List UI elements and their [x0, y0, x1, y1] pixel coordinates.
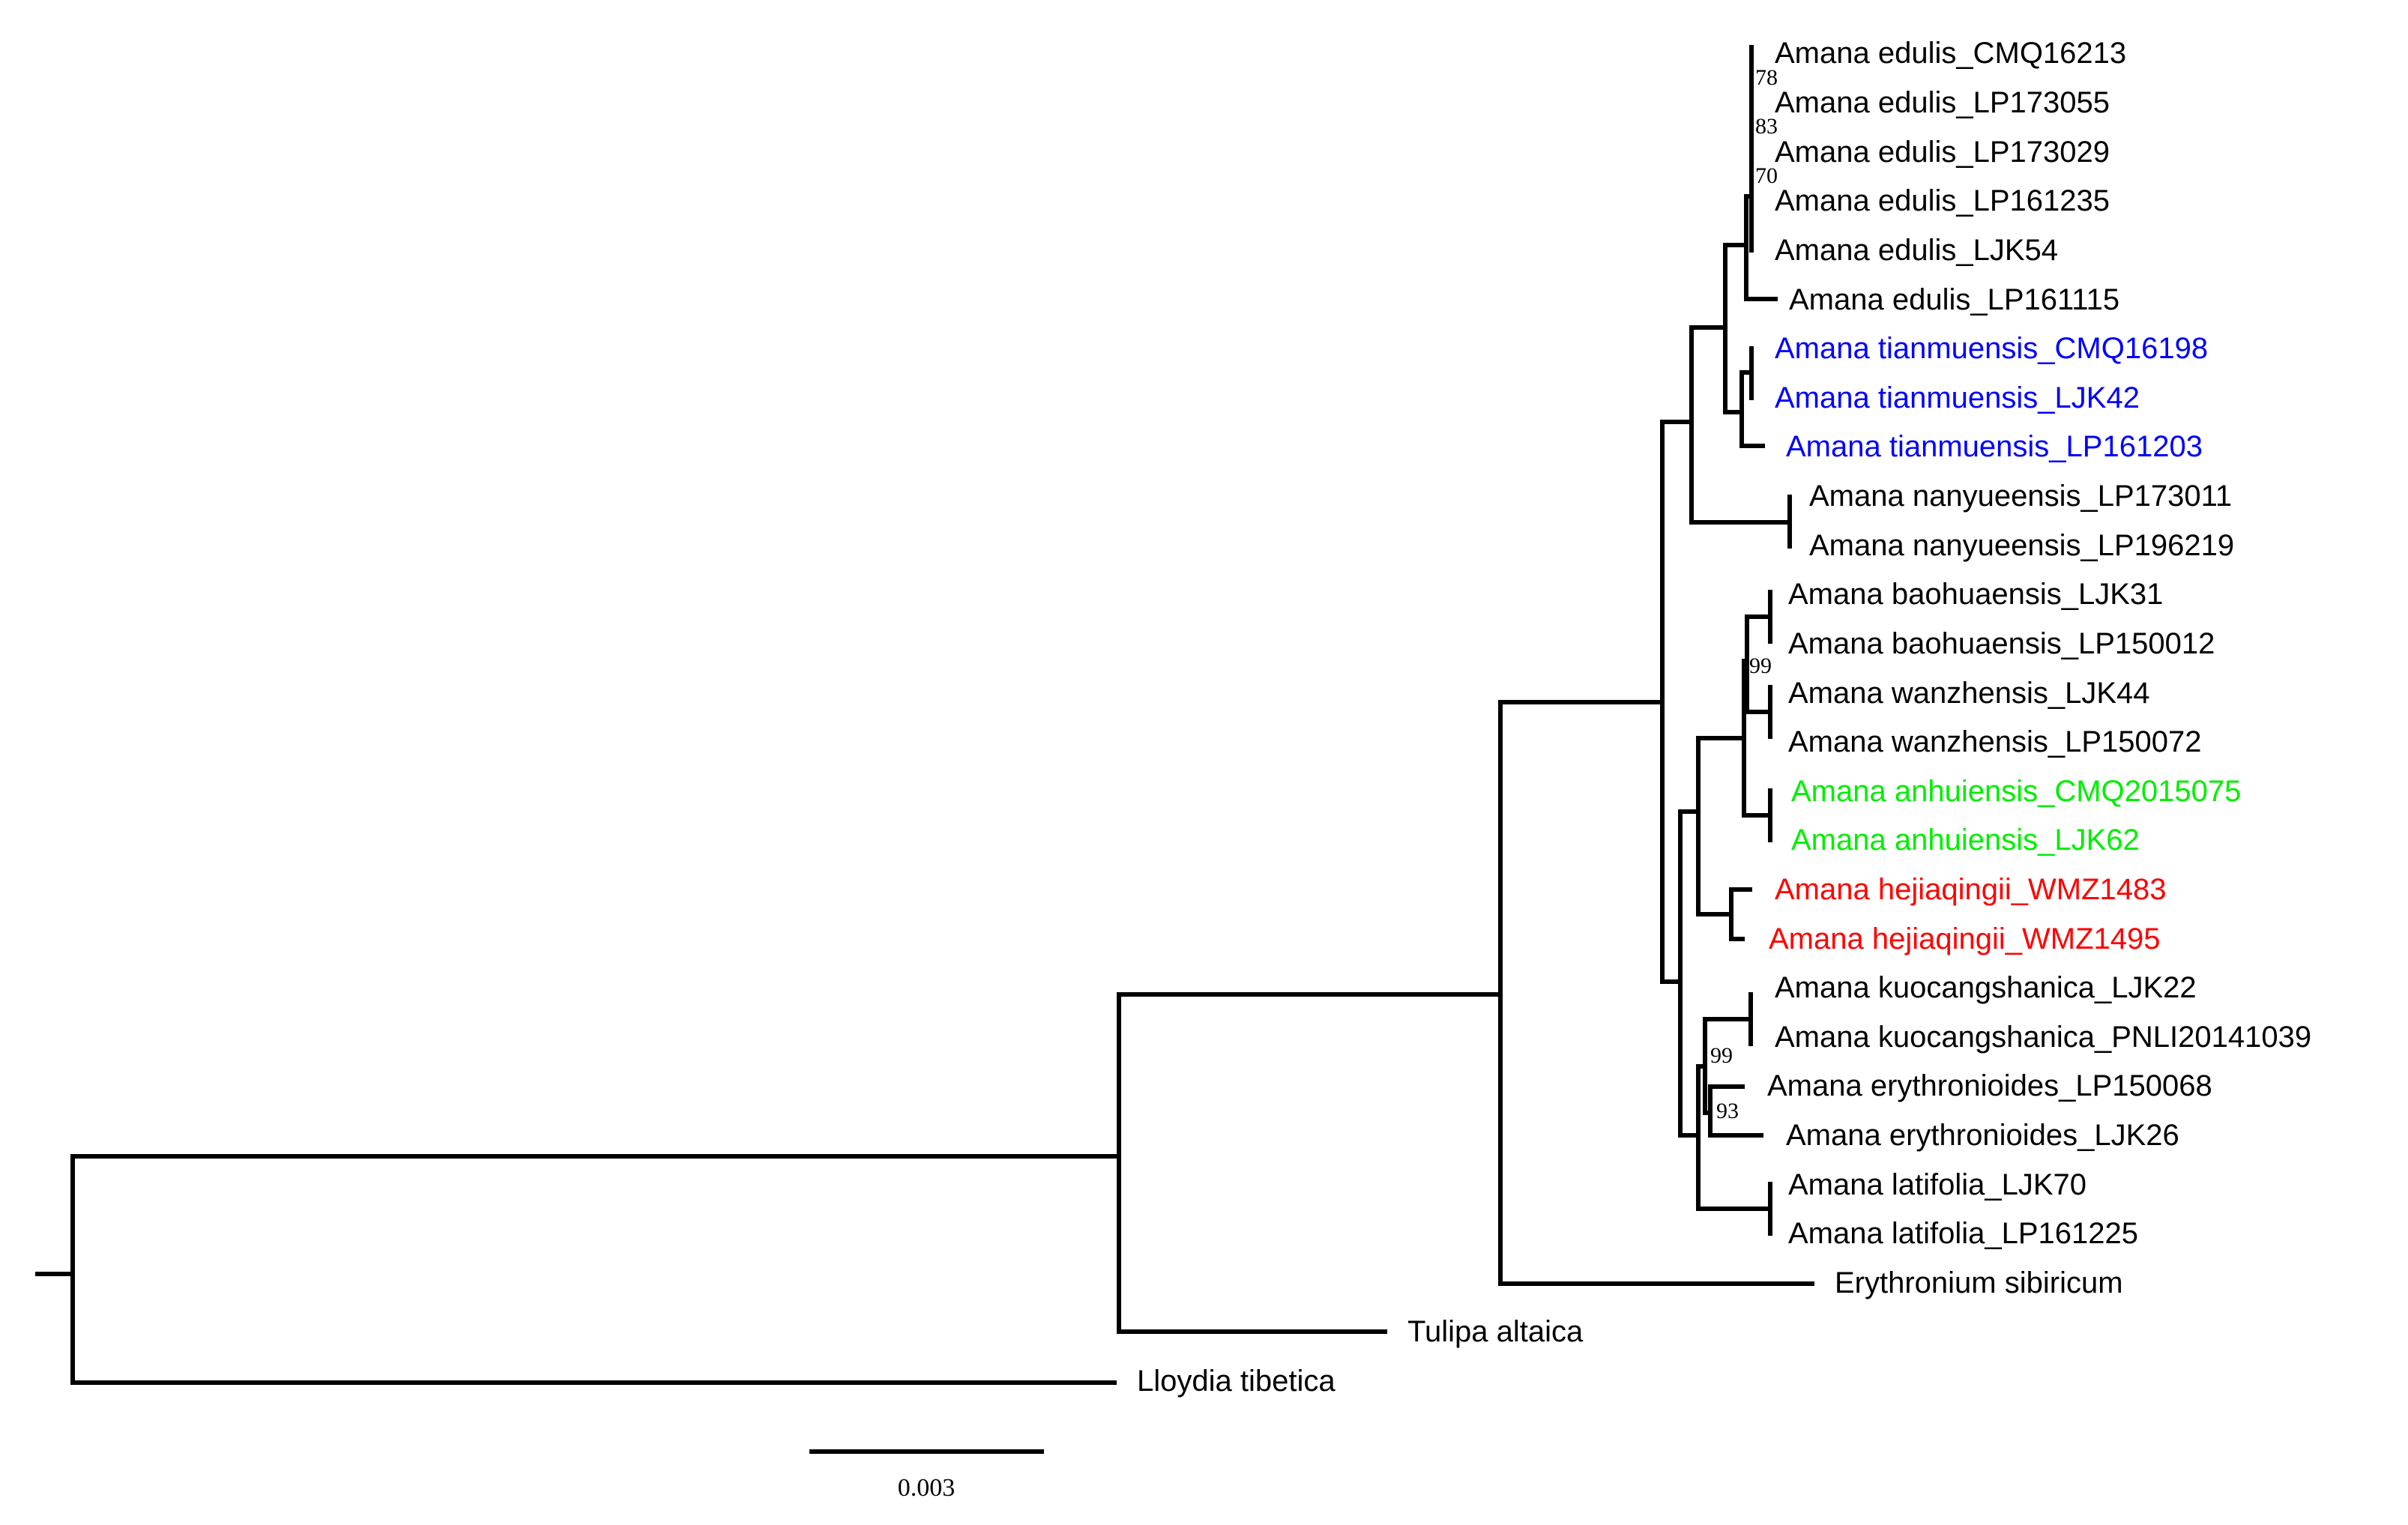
taxon-label: Amana latifolia_LJK70: [1788, 1168, 2086, 1201]
taxon-label: Amana anhuiensis_LJK62: [1791, 824, 2140, 857]
taxon-labels: Amana edulis_CMQ16213 Amana edulis_LP173…: [1137, 37, 2311, 1398]
taxon-label: Amana tianmuensis_LJK42: [1775, 381, 2140, 414]
taxon-label: Amana nanyueensis_LP196219: [1809, 529, 2234, 562]
taxon-label: Tulipa altaica: [1407, 1315, 1584, 1348]
support-value: 83: [1755, 114, 1778, 139]
taxon-label: Amana edulis_LJK54: [1775, 234, 2058, 267]
taxon-label: Amana latifolia_LP161225: [1788, 1217, 2138, 1250]
taxon-label: Erythronium sibiricum: [1835, 1266, 2123, 1299]
taxon-label: Amana edulis_CMQ16213: [1775, 37, 2126, 70]
tree-branches: [35, 45, 1814, 1385]
taxon-label: Amana wanzhensis_LP150072: [1788, 725, 2202, 758]
taxon-label: Amana edulis_LP161235: [1775, 184, 2110, 217]
support-value: 70: [1755, 163, 1778, 188]
scale-bar-label: 0.003: [898, 1474, 956, 1502]
taxon-label: Amana edulis_LP173055: [1775, 86, 2110, 119]
taxon-label: Amana hejiaqingii_WMZ1483: [1775, 873, 2167, 906]
taxon-label: Amana tianmuensis_CMQ16198: [1775, 332, 2208, 365]
support-value: 99: [1710, 1043, 1733, 1068]
taxon-label: Amana kuocangshanica_LJK22: [1775, 971, 2197, 1004]
taxon-label: Amana tianmuensis_LP161203: [1786, 430, 2203, 463]
support-values: 78 83 70 99 99 93: [1710, 65, 1778, 1123]
taxon-label: Amana erythronioides_LP150068: [1767, 1069, 2212, 1102]
support-value: 99: [1749, 653, 1772, 678]
taxon-label: Amana baohuaensis_LP150012: [1788, 627, 2215, 660]
taxon-label: Amana hejiaqingii_WMZ1495: [1769, 922, 2161, 955]
taxon-label: Amana baohuaensis_LJK31: [1788, 578, 2163, 611]
taxon-label: Amana kuocangshanica_PNLI20141039: [1775, 1021, 2311, 1054]
scale-bar: 0.003: [809, 1449, 1044, 1502]
taxon-label: Amana nanyueensis_LP173011: [1809, 480, 2232, 513]
support-value: 93: [1716, 1099, 1739, 1123]
taxon-label: Amana anhuiensis_CMQ2015075: [1791, 775, 2241, 808]
taxon-label: Amana wanzhensis_LJK44: [1788, 677, 2150, 710]
support-value: 78: [1755, 65, 1778, 90]
taxon-label: Amana erythronioides_LJK26: [1786, 1119, 2179, 1152]
taxon-label: Lloydia tibetica: [1137, 1365, 1336, 1398]
taxon-label: Amana edulis_LP173029: [1775, 136, 2110, 169]
taxon-label: Amana edulis_LP161115: [1789, 283, 2119, 316]
